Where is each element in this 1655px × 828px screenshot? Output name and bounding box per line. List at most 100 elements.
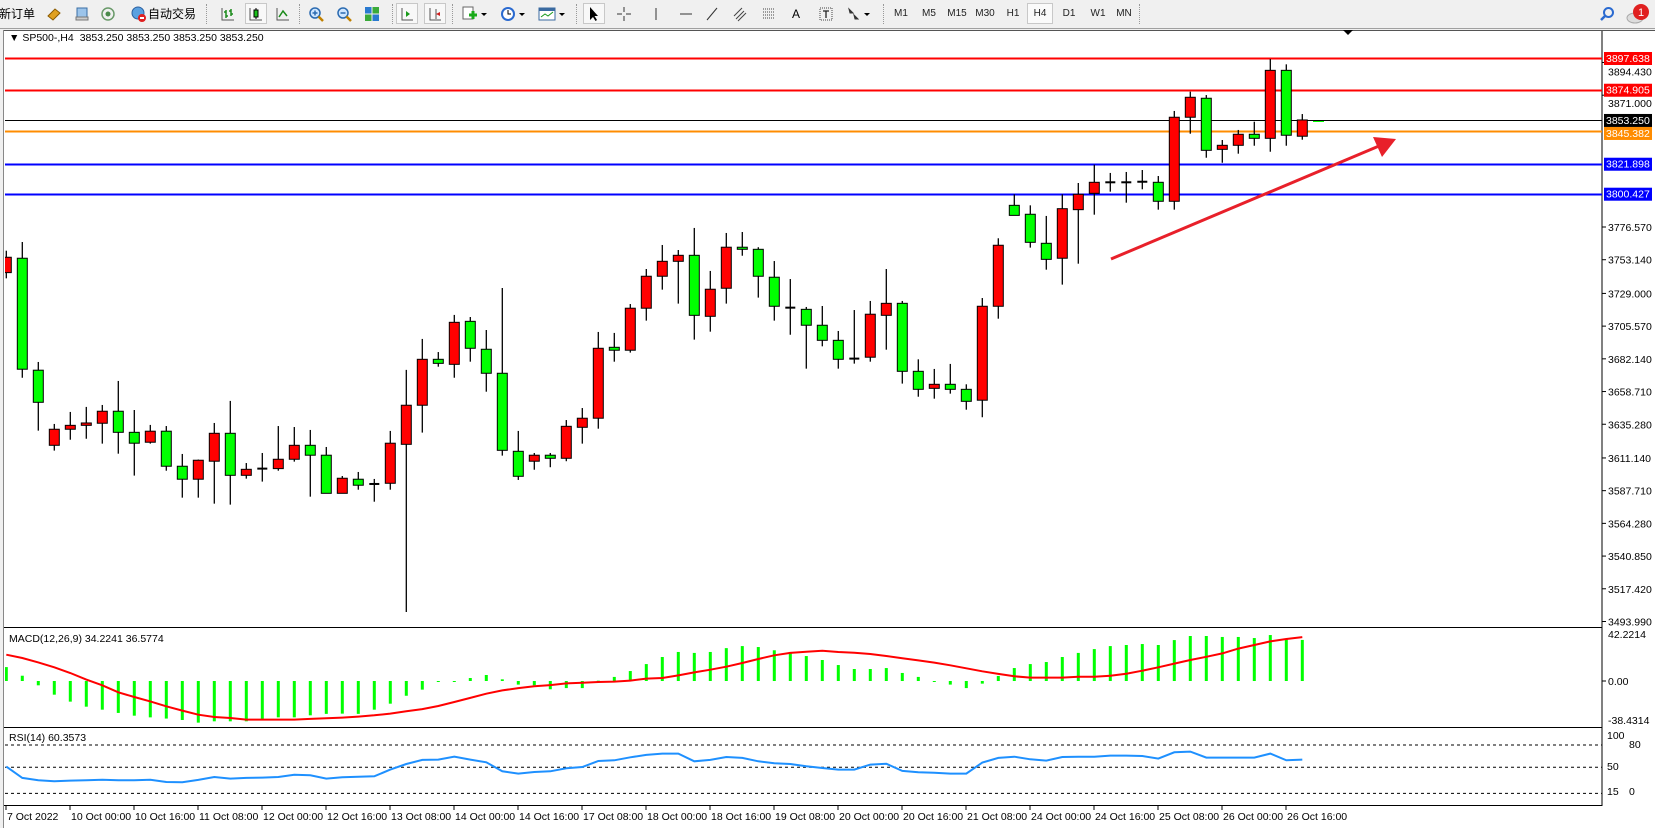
macd-histogram-bar	[228, 681, 232, 722]
candle	[816, 305, 828, 347]
macd-histogram-bar	[516, 681, 520, 685]
macd-histogram-bar	[84, 681, 88, 707]
candle-body	[320, 454, 332, 494]
time-axis: 7 Oct 2022 10 Oct 00:00 10 Oct 16:00 11 Oct…	[5, 806, 1347, 823]
macd-histogram-bar	[996, 675, 1000, 681]
candle-body	[448, 321, 460, 365]
candle-body	[80, 422, 92, 426]
candle	[320, 446, 332, 494]
ohlc-readout: 3853.250 3853.250 3853.250 3853.250	[80, 32, 264, 44]
candle	[688, 227, 700, 340]
trendline-button[interactable]	[702, 3, 722, 24]
macd-histogram-bar	[1172, 640, 1176, 681]
candle	[304, 429, 316, 497]
timeframe-h1[interactable]: H1	[1006, 8, 1020, 19]
timeframe-m1[interactable]: M1	[894, 8, 908, 19]
candle	[880, 268, 892, 350]
horizontal-line-button[interactable]	[676, 3, 696, 24]
candle	[432, 352, 444, 367]
candle	[240, 463, 252, 479]
timeframe-d1[interactable]: D1	[1062, 8, 1076, 19]
crosshair-tool-button[interactable]	[614, 3, 634, 24]
candle-body	[336, 477, 348, 494]
candle-body	[672, 254, 684, 262]
candle	[192, 459, 204, 498]
candle	[384, 430, 396, 490]
macd-histogram-bar	[148, 681, 152, 718]
toolbar-separator	[299, 4, 300, 24]
macd-histogram-bar	[1092, 649, 1096, 681]
candle	[1024, 205, 1036, 248]
candle	[1056, 194, 1068, 285]
data-window-button[interactable]	[72, 3, 92, 24]
equidistant-channel-button[interactable]	[730, 3, 750, 24]
auto-trading-button[interactable]: 自动交易	[126, 3, 200, 24]
text-tool-button[interactable]: A	[786, 3, 806, 24]
candle-body	[816, 324, 828, 341]
candle-body	[128, 431, 140, 444]
tile-windows-button[interactable]	[362, 3, 382, 24]
timeframe-m15[interactable]: M15	[947, 8, 967, 19]
chart-window[interactable]: 3894.430 3871.000 3776.570 3753.140 3729.000…	[3, 30, 1655, 828]
search-button[interactable]	[1597, 3, 1617, 24]
text-label-button[interactable]	[816, 3, 836, 24]
candle	[352, 471, 364, 490]
timeframe-m5[interactable]: M5	[922, 8, 936, 19]
candle	[16, 242, 28, 378]
candle	[992, 238, 1004, 319]
candle	[528, 452, 540, 470]
macd-label: MACD(12,26,9) 34.2241 36.5774	[9, 633, 164, 645]
collapse-triangle-icon[interactable]: ▼	[9, 32, 22, 44]
zoom-in-button[interactable]	[306, 3, 326, 24]
market-watch-button[interactable]	[44, 3, 64, 24]
candle	[976, 298, 988, 418]
candle-body	[576, 417, 588, 428]
timeframe-m30[interactable]: M30	[975, 8, 995, 19]
macd-histogram-bar	[260, 681, 264, 719]
timeframe-mn[interactable]: MN	[1116, 8, 1132, 19]
candle-body	[704, 288, 716, 317]
arrows-button[interactable]	[842, 3, 874, 24]
chart-header: ▼ SP500-,H4 3853.250 3853.250 3853.250 38…	[9, 32, 264, 44]
text-label-icon	[819, 7, 833, 20]
vertical-line-icon	[655, 7, 657, 20]
periods-button[interactable]	[497, 3, 529, 24]
candle-body	[1088, 181, 1100, 194]
chart-shift-marker-icon[interactable]	[1343, 30, 1353, 35]
templates-button[interactable]	[535, 3, 569, 24]
navigator-button[interactable]	[98, 3, 118, 24]
time-tick-label: 12 Oct 00:00	[263, 811, 323, 823]
fibonacci-button[interactable]	[759, 3, 779, 24]
candle	[544, 452, 556, 468]
indicators-button[interactable]	[458, 3, 490, 24]
timeframe-h4[interactable]: H4	[1027, 3, 1053, 24]
price-tick-label: 3871.000	[1608, 98, 1652, 110]
candle-body	[608, 346, 620, 351]
candle-body	[832, 339, 844, 360]
notifications-button[interactable]: 1	[1625, 3, 1651, 24]
candle	[896, 300, 908, 384]
candle-body	[112, 410, 124, 433]
line-chart-icon	[276, 7, 289, 20]
candlestick-chart-button[interactable]	[245, 3, 267, 24]
vertical-line-button[interactable]	[646, 3, 666, 24]
trend-arrow-line[interactable]	[1110, 144, 1380, 261]
bar-chart-button[interactable]	[218, 3, 238, 24]
timeframe-w1[interactable]: W1	[1090, 8, 1106, 19]
auto-scroll-button[interactable]	[396, 3, 418, 24]
toolbar-separator	[392, 4, 393, 24]
candle	[752, 247, 764, 298]
candle	[576, 408, 588, 444]
price-tick-label: 3540.850	[1608, 551, 1652, 563]
candle-body	[144, 430, 156, 443]
chart-shift-button[interactable]	[424, 3, 446, 24]
candle	[64, 411, 76, 440]
line-chart-button[interactable]	[273, 3, 293, 24]
zoom-out-button[interactable]	[334, 3, 354, 24]
chart-canvas[interactable]: 3894.430 3871.000 3776.570 3753.140 3729.000…	[4, 30, 1655, 828]
new-order-button[interactable]: 新订单	[0, 3, 35, 24]
candle	[1105, 172, 1116, 192]
candle	[80, 406, 92, 439]
cursor-tool-button[interactable]	[583, 3, 605, 24]
macd-histogram-bar	[676, 651, 680, 681]
